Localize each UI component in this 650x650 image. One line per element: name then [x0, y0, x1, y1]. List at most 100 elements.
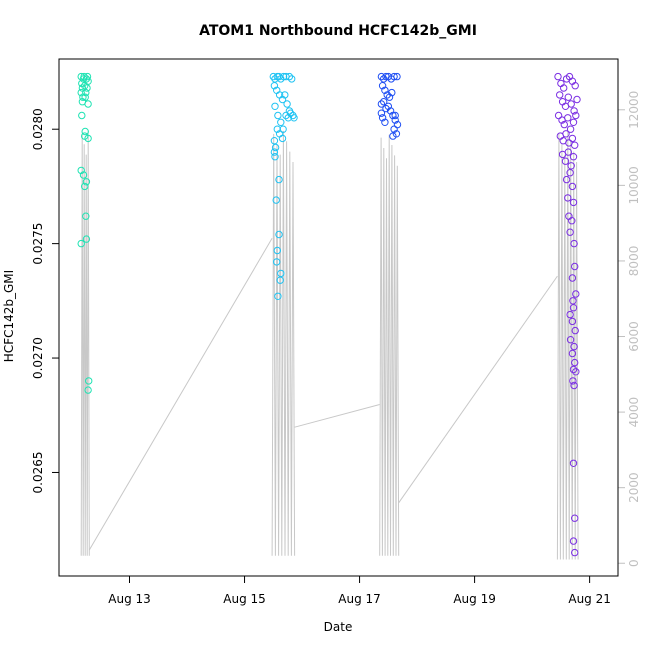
data-point-flight-4 — [556, 91, 564, 99]
x-tick-label: Aug 21 — [568, 592, 611, 606]
y-tick-label: 0.0270 — [31, 337, 45, 379]
data-point-flight-4 — [571, 548, 579, 557]
data-point-flight-4 — [567, 100, 575, 108]
y2-tick-label: 12000 — [627, 91, 641, 129]
data-point-flight-2 — [270, 148, 279, 156]
data-point-flight-4 — [568, 182, 577, 191]
data-point-flight-2 — [284, 114, 292, 122]
data-point-flight-4 — [566, 169, 574, 177]
x-tick-label: Aug 17 — [338, 592, 381, 606]
data-point-flight-4 — [570, 107, 578, 115]
data-point-flight-3 — [378, 82, 387, 90]
x-tick-label: Aug 19 — [453, 592, 496, 606]
y-tick-label: 0.0265 — [31, 451, 45, 493]
data-point-flight-4 — [569, 365, 578, 374]
data-point-flight-4 — [562, 130, 570, 138]
data-point-flight-1 — [81, 93, 89, 101]
data-point-flight-4 — [569, 459, 578, 467]
x-axis-label: Date — [324, 620, 353, 634]
data-point-flight-1 — [84, 77, 92, 85]
data-point-flight-4 — [569, 304, 578, 312]
data-point-flight-3 — [388, 88, 396, 97]
data-point-flight-2 — [290, 114, 298, 122]
data-point-flight-1 — [84, 386, 92, 394]
altitude-line-flight-3 — [379, 134, 400, 556]
y-axis-label: HCFC142b_GMI — [2, 270, 16, 362]
data-point-flight-4 — [572, 368, 580, 376]
data-point-flight-2 — [276, 276, 284, 284]
data-point-flight-2 — [272, 196, 280, 204]
data-point-flight-2 — [279, 72, 288, 81]
data-point-flight-2 — [277, 118, 285, 127]
data-point-flight-4 — [571, 82, 579, 90]
data-point-flight-4 — [569, 297, 577, 305]
data-point-flight-4 — [566, 310, 574, 319]
data-point-flight-3 — [377, 72, 386, 81]
data-point-flight-1 — [84, 100, 92, 108]
data-point-flight-3 — [390, 72, 398, 81]
data-point-flight-3 — [380, 98, 388, 106]
data-point-flight-2 — [275, 72, 283, 81]
data-point-flight-2 — [270, 82, 279, 90]
data-point-flight-3 — [377, 100, 386, 108]
data-point-flight-4 — [569, 198, 578, 207]
data-point-flight-4 — [566, 336, 575, 344]
data-point-flight-4 — [571, 358, 579, 367]
data-point-flight-4 — [571, 514, 579, 522]
data-point-flight-4 — [572, 111, 580, 120]
data-point-flight-1 — [77, 239, 85, 248]
data-point-flight-3 — [386, 107, 395, 115]
data-point-flight-3 — [381, 118, 389, 127]
data-point-flight-2 — [270, 137, 279, 145]
data-point-flight-4 — [569, 377, 577, 385]
data-point-flight-4 — [561, 157, 570, 165]
data-point-flight-2 — [273, 246, 281, 255]
data-point-flight-1 — [79, 171, 88, 179]
altitude-line-flight-2 — [271, 130, 296, 556]
data-point-flight-1 — [83, 84, 91, 92]
x-tick-label: Aug 15 — [223, 592, 266, 606]
data-point-flight-4 — [566, 125, 575, 133]
data-point-flight-4 — [564, 194, 572, 202]
data-point-flight-3 — [391, 111, 399, 120]
data-point-flight-1 — [78, 111, 86, 120]
data-point-flight-2 — [273, 258, 281, 266]
data-point-flight-4 — [564, 114, 572, 122]
data-point-flight-1 — [77, 88, 85, 97]
data-point-flight-1 — [81, 127, 89, 136]
y-tick-label: 0.0275 — [31, 223, 45, 265]
data-point-flight-1 — [83, 72, 92, 81]
data-point-flight-4 — [560, 84, 568, 92]
data-point-flight-3 — [378, 114, 387, 122]
data-point-flight-3 — [382, 104, 390, 113]
data-point-flight-1 — [82, 212, 90, 220]
altitude-series — [80, 130, 579, 560]
data-point-flight-4 — [564, 93, 572, 101]
data-point-flight-2 — [274, 292, 282, 300]
data-point-flight-2 — [269, 72, 277, 81]
data-point-flight-4 — [560, 120, 568, 129]
data-point-flight-1 — [82, 88, 90, 97]
data-point-flight-3 — [381, 86, 389, 95]
x-tick-label: Aug 13 — [108, 592, 151, 606]
chart-title: ATOM1 Northbound HCFC142b_GMI — [199, 23, 477, 39]
altitude-ferry-line — [88, 238, 273, 551]
data-point-flight-2 — [285, 72, 294, 81]
data-point-flight-4 — [570, 381, 578, 390]
data-point-flight-2 — [271, 153, 279, 161]
data-point-flight-2 — [281, 91, 289, 99]
data-point-flight-4 — [571, 326, 579, 335]
data-point-flight-3 — [389, 111, 397, 120]
altitude-line-flight-1 — [80, 130, 90, 556]
data-point-flight-2 — [275, 230, 283, 239]
data-point-flight-2 — [278, 134, 287, 143]
data-point-flight-3 — [390, 125, 398, 133]
y2-tick-label: 10000 — [627, 166, 641, 204]
data-point-flight-2 — [273, 125, 281, 133]
data-point-flight-4 — [570, 239, 578, 248]
data-point-flight-4 — [568, 134, 577, 143]
data-point-flight-3 — [377, 109, 386, 117]
data-point-flight-3 — [383, 91, 391, 99]
data-point-flight-4 — [568, 317, 577, 326]
